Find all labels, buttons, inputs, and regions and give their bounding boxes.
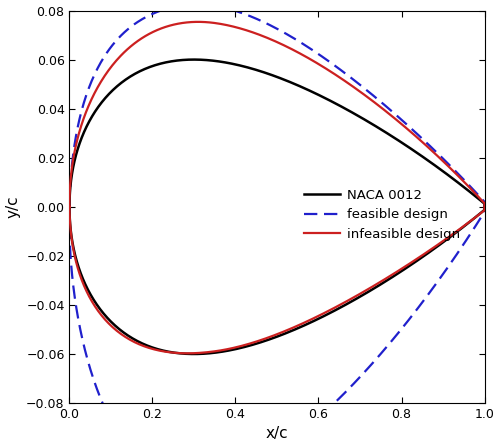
infeasible design bbox=[294, 49, 300, 55]
feasible design bbox=[293, 37, 299, 42]
infeasible design bbox=[67, 215, 73, 221]
infeasible design bbox=[184, 350, 190, 356]
feasible design bbox=[66, 204, 72, 210]
infeasible design bbox=[136, 38, 142, 43]
feasible design bbox=[66, 221, 72, 226]
feasible design bbox=[149, 11, 155, 17]
Legend: NACA 0012, feasible design, infeasible design: NACA 0012, feasible design, infeasible d… bbox=[298, 183, 466, 246]
infeasible design bbox=[66, 204, 72, 210]
feasible design bbox=[413, 308, 419, 313]
feasible design bbox=[66, 204, 72, 210]
Line: infeasible design: infeasible design bbox=[70, 22, 484, 353]
NACA 0012 bbox=[66, 204, 72, 210]
NACA 0012 bbox=[148, 64, 154, 69]
NACA 0012 bbox=[66, 214, 72, 219]
NACA 0012 bbox=[294, 82, 300, 88]
feasible design bbox=[474, 190, 480, 196]
feasible design bbox=[193, 1, 199, 7]
X-axis label: x/c: x/c bbox=[266, 426, 288, 442]
NACA 0012 bbox=[474, 194, 480, 200]
NACA 0012 bbox=[137, 69, 143, 74]
Line: feasible design: feasible design bbox=[70, 4, 484, 447]
Y-axis label: y/c: y/c bbox=[6, 195, 20, 218]
infeasible design bbox=[194, 19, 200, 25]
infeasible design bbox=[148, 30, 154, 36]
NACA 0012 bbox=[192, 57, 198, 62]
infeasible design bbox=[474, 192, 480, 198]
NACA 0012 bbox=[192, 351, 198, 357]
Line: NACA 0012: NACA 0012 bbox=[70, 59, 484, 354]
infeasible design bbox=[66, 204, 72, 210]
feasible design bbox=[138, 17, 144, 22]
NACA 0012 bbox=[412, 259, 418, 265]
infeasible design bbox=[412, 257, 418, 263]
NACA 0012 bbox=[66, 204, 72, 210]
